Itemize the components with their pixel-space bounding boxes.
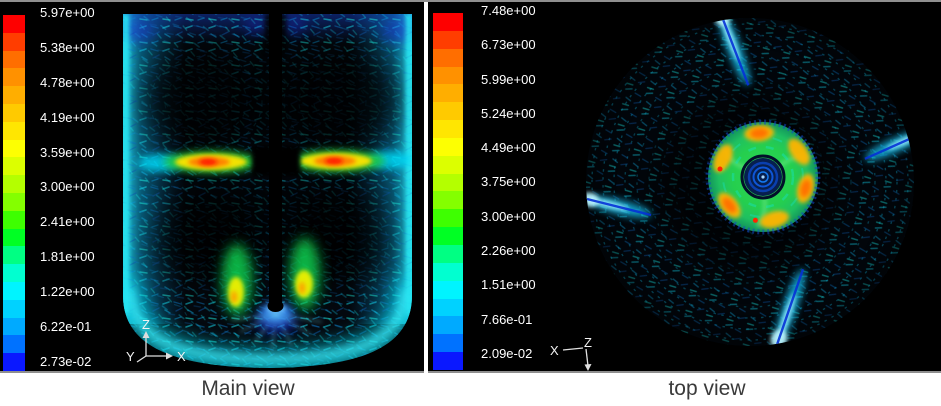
colorbar-segment xyxy=(3,139,25,158)
caption-main-view: Main view xyxy=(201,377,295,400)
colorbar-top xyxy=(433,13,463,370)
impeller-jet-right xyxy=(289,150,412,172)
colorbar-segment xyxy=(3,317,25,336)
panel-top-view: X Z xyxy=(428,0,941,372)
colorbar-segment xyxy=(3,68,25,87)
panel-main-view: Z X Y xyxy=(0,0,424,372)
legend-label: 4.19e+00 xyxy=(40,109,95,125)
colorbar-segment xyxy=(433,155,463,174)
legend-label: 3.75e+00 xyxy=(481,174,536,190)
colorbar-segment xyxy=(3,103,25,122)
legend-labels-main: 5.97e+00 5.38e+00 4.78e+00 4.19e+00 3.59e+00… xyxy=(40,6,95,369)
colorbar-segment xyxy=(433,334,463,353)
colorbar-main xyxy=(3,15,25,371)
bottom-plume-left xyxy=(222,244,252,316)
legend-label: 5.24e+00 xyxy=(481,105,536,121)
axis-triad-top: X Z xyxy=(550,335,592,371)
colorbar-segment xyxy=(433,30,463,49)
baffle-streak-bottom xyxy=(770,268,805,346)
colorbar-segment xyxy=(3,228,25,247)
legend-label: 7.48e+00 xyxy=(481,3,536,18)
colorbar-segment xyxy=(3,299,25,318)
caption-top-view: top view xyxy=(668,377,746,400)
colorbar-segment xyxy=(433,102,463,121)
disc-blue-speck-ring xyxy=(705,119,821,235)
impeller-disc xyxy=(705,119,821,235)
colorbar-segment xyxy=(433,280,463,299)
impeller-jet-left xyxy=(138,151,260,173)
legend-label: 5.97e+00 xyxy=(40,5,95,20)
colorbar-segment xyxy=(433,262,463,281)
legend-label: 2.26e+00 xyxy=(481,243,536,259)
colorbar-segment xyxy=(3,86,25,104)
colorbar-segment xyxy=(3,32,25,51)
colorbar-segment xyxy=(433,298,463,317)
legend-label: 7.66e-01 xyxy=(481,311,533,327)
legend-label: 1.22e+00 xyxy=(40,284,95,300)
legend-label: 5.38e+00 xyxy=(40,39,95,55)
axis-triad-main: Z X Y xyxy=(126,317,186,364)
colorbar-segment xyxy=(3,121,25,140)
legend-label: 3.59e+00 xyxy=(40,144,95,160)
colorbar-segment xyxy=(3,281,25,300)
colorbar-segment xyxy=(3,50,25,69)
colorbar-segment xyxy=(3,264,25,282)
colorbar-segment xyxy=(433,173,463,192)
colorbar-segment xyxy=(433,352,463,370)
colorbar-segment xyxy=(3,192,25,211)
panel-top-border xyxy=(0,0,941,2)
legend-label: 3.00e+00 xyxy=(40,179,95,195)
legend-labels-top: 7.48e+00 6.73e+00 5.99e+00 5.24e+00 4.49e+00… xyxy=(481,4,536,361)
shaft xyxy=(269,14,282,308)
colorbar-segment xyxy=(3,175,25,193)
axis-label-x: X xyxy=(550,343,559,358)
colorbar-segment xyxy=(3,15,25,33)
axis-label-z: Z xyxy=(142,317,150,332)
legend-label: 1.81e+00 xyxy=(40,249,95,265)
legend-label: 6.22e-01 xyxy=(40,319,92,335)
bottom-fan-lines xyxy=(231,313,323,351)
legend-label: 3.00e+00 xyxy=(481,208,536,224)
panel-main-bottom-border xyxy=(0,371,424,373)
axis-label-y: Y xyxy=(126,349,135,364)
colorbar-segment xyxy=(433,227,463,245)
colorbar-segment xyxy=(3,335,25,354)
legend-label: 4.78e+00 xyxy=(40,74,95,90)
colorbar-segment xyxy=(3,157,25,176)
legend-label: 4.49e+00 xyxy=(481,140,536,156)
main-view-plot: Z X Y xyxy=(123,14,412,368)
legend-label: 6.73e+00 xyxy=(481,37,536,53)
colorbar-segment xyxy=(433,66,463,85)
colorbar-segment xyxy=(433,316,463,335)
colorbar-segment xyxy=(433,13,463,31)
colorbar-segment xyxy=(433,209,463,228)
vessel-flow-field xyxy=(123,14,412,368)
colorbar-segment xyxy=(433,84,463,103)
colorbar-segment xyxy=(3,246,25,265)
legend-label: 2.09e-02 xyxy=(481,345,533,361)
legend-label: 2.73e-02 xyxy=(40,353,92,369)
disc-orange-lobes xyxy=(713,125,815,229)
legend-label: 5.99e+00 xyxy=(481,71,536,87)
colorbar-segment xyxy=(433,120,463,138)
bottom-plume-right xyxy=(290,238,320,310)
panel-top-bottom-border xyxy=(428,371,941,373)
shaft-center xyxy=(740,154,786,200)
colorbar-segment xyxy=(433,137,463,156)
legend-label: 1.51e+00 xyxy=(481,277,536,293)
top-view-plot: X Z xyxy=(550,18,914,371)
legend-label: 2.41e+00 xyxy=(40,214,95,230)
baffle-streak-left xyxy=(586,192,652,218)
colorbar-segment xyxy=(433,48,463,67)
colorbar-segment xyxy=(433,191,463,210)
colorbar-segment xyxy=(433,244,463,263)
colorbar-segment xyxy=(3,353,25,371)
colorbar-segment xyxy=(3,210,25,229)
axis-label-z: Z xyxy=(584,335,592,350)
axis-label-x: X xyxy=(177,349,186,364)
